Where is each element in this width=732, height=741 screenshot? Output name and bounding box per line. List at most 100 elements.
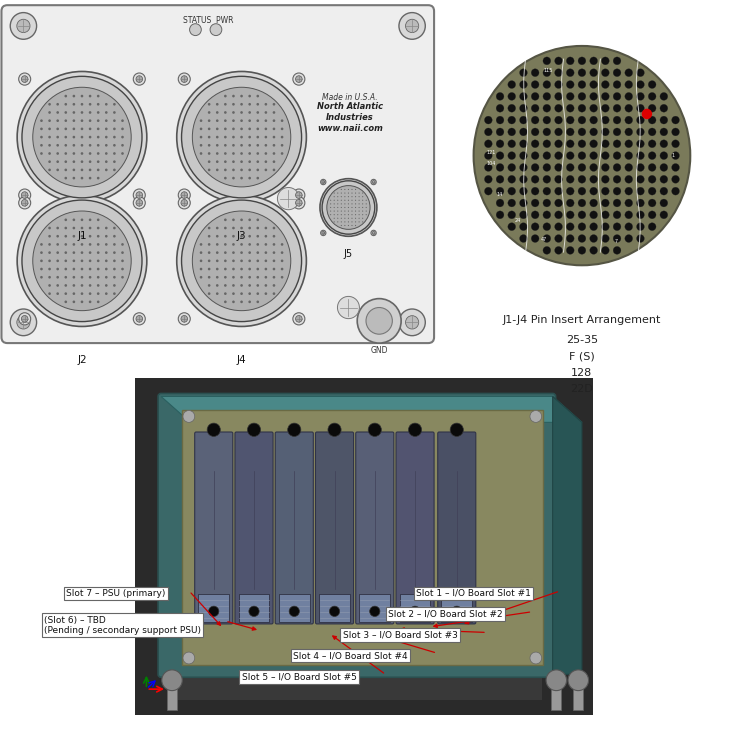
Circle shape	[224, 292, 227, 295]
Circle shape	[637, 69, 644, 76]
Circle shape	[602, 235, 609, 242]
Circle shape	[56, 152, 59, 155]
Circle shape	[578, 81, 586, 88]
Circle shape	[590, 187, 597, 195]
Circle shape	[72, 127, 75, 130]
Circle shape	[81, 235, 83, 238]
Circle shape	[81, 251, 83, 254]
Circle shape	[293, 313, 305, 325]
Circle shape	[590, 152, 597, 159]
Circle shape	[64, 177, 67, 179]
Circle shape	[613, 57, 621, 64]
Circle shape	[660, 152, 668, 159]
Circle shape	[555, 104, 562, 112]
Circle shape	[344, 189, 346, 190]
Circle shape	[348, 207, 349, 208]
Circle shape	[543, 104, 550, 112]
Circle shape	[248, 103, 251, 106]
Circle shape	[520, 223, 527, 230]
Circle shape	[543, 176, 550, 183]
Circle shape	[272, 284, 275, 287]
Circle shape	[531, 164, 539, 171]
Circle shape	[256, 160, 259, 163]
Circle shape	[10, 13, 37, 39]
Circle shape	[232, 259, 235, 262]
Circle shape	[64, 160, 67, 163]
Circle shape	[277, 187, 299, 210]
Circle shape	[496, 199, 504, 207]
Circle shape	[520, 69, 527, 76]
Circle shape	[89, 235, 92, 238]
Circle shape	[200, 144, 202, 147]
Circle shape	[216, 168, 219, 171]
Circle shape	[216, 160, 219, 163]
Circle shape	[362, 196, 363, 197]
Circle shape	[272, 243, 275, 246]
Circle shape	[355, 199, 356, 201]
Circle shape	[660, 116, 668, 124]
Circle shape	[496, 93, 504, 100]
Circle shape	[232, 251, 235, 254]
Circle shape	[48, 160, 51, 163]
Circle shape	[248, 95, 251, 97]
Circle shape	[64, 152, 67, 155]
Circle shape	[602, 152, 609, 159]
Circle shape	[64, 301, 67, 303]
Circle shape	[10, 309, 37, 336]
Circle shape	[181, 192, 187, 199]
Circle shape	[543, 116, 550, 124]
Circle shape	[613, 176, 621, 183]
Circle shape	[330, 199, 331, 201]
Circle shape	[348, 203, 349, 205]
Circle shape	[256, 168, 259, 171]
Circle shape	[543, 57, 550, 64]
Circle shape	[240, 127, 243, 130]
Circle shape	[334, 203, 335, 205]
Circle shape	[281, 152, 283, 155]
Circle shape	[224, 177, 227, 179]
Circle shape	[590, 128, 597, 136]
Circle shape	[248, 168, 251, 171]
Circle shape	[543, 187, 550, 195]
Circle shape	[625, 223, 632, 230]
Circle shape	[520, 199, 527, 207]
Circle shape	[649, 187, 656, 195]
Circle shape	[366, 210, 367, 212]
Circle shape	[81, 227, 83, 230]
Circle shape	[81, 119, 83, 122]
Circle shape	[208, 251, 211, 254]
Circle shape	[64, 251, 67, 254]
Circle shape	[543, 211, 550, 219]
Circle shape	[200, 276, 202, 279]
Circle shape	[64, 235, 67, 238]
Circle shape	[216, 251, 219, 254]
Circle shape	[366, 207, 367, 208]
Circle shape	[240, 152, 243, 155]
Circle shape	[89, 111, 92, 114]
Circle shape	[293, 197, 305, 209]
Circle shape	[56, 259, 59, 262]
Circle shape	[232, 168, 235, 171]
Circle shape	[256, 276, 259, 279]
Circle shape	[355, 210, 356, 212]
Circle shape	[21, 316, 28, 322]
Circle shape	[113, 119, 116, 122]
Circle shape	[543, 199, 550, 207]
Circle shape	[508, 223, 515, 230]
Circle shape	[256, 177, 259, 179]
Circle shape	[590, 116, 597, 124]
Circle shape	[613, 211, 621, 219]
Circle shape	[232, 276, 235, 279]
Circle shape	[602, 69, 609, 76]
Circle shape	[520, 81, 527, 88]
Circle shape	[520, 140, 527, 147]
Circle shape	[649, 81, 656, 88]
Circle shape	[48, 119, 51, 122]
Circle shape	[337, 196, 338, 197]
Circle shape	[248, 251, 251, 254]
Circle shape	[89, 276, 92, 279]
Circle shape	[72, 168, 75, 171]
Circle shape	[567, 128, 574, 136]
Circle shape	[590, 247, 597, 254]
Circle shape	[625, 104, 632, 112]
